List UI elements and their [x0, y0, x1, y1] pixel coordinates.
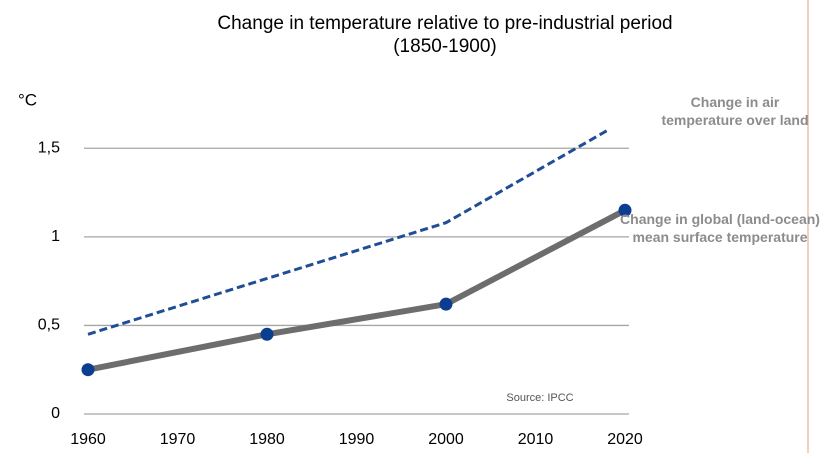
chart-subtitle: (1850-1900): [393, 36, 497, 57]
series-label: Change in air temperature over land: [661, 94, 809, 128]
x-tick-label: 2000: [428, 431, 464, 448]
series-label: Change in global (land-ocean) mean surfa…: [620, 211, 820, 245]
series-line: [87, 207, 627, 373]
series-line: [87, 129, 608, 336]
x-tick-label: 2020: [607, 431, 643, 448]
x-tick-label: 1990: [339, 431, 375, 448]
x-tick-label: 1980: [249, 431, 285, 448]
x-tick-label: 1960: [70, 431, 106, 448]
chart-title: Change in temperature relative to pre-in…: [217, 13, 672, 34]
y-tick-label: 0,5: [38, 317, 60, 334]
y-tick-label: 0: [51, 405, 60, 422]
y-tick-label: 1: [51, 228, 60, 245]
source-note: Source: IPCC: [506, 392, 573, 404]
point: [439, 297, 453, 311]
point: [81, 363, 95, 377]
y-tick-label: 1,5: [38, 140, 60, 157]
x-tick-label: 2010: [518, 431, 554, 448]
point: [618, 203, 632, 217]
point: [260, 327, 274, 341]
x-tick-label: 1970: [160, 431, 196, 448]
y-axis-label: °C: [18, 90, 37, 109]
